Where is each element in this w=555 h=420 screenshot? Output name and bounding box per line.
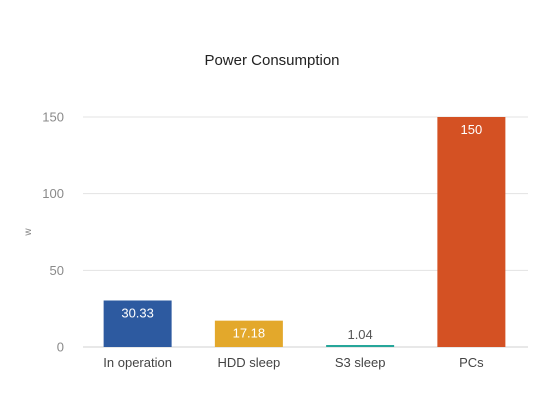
- data-label: 30.33: [121, 305, 154, 320]
- data-label: 150: [461, 122, 483, 137]
- bar-pcs: [437, 117, 506, 347]
- data-label: 1.04: [347, 327, 372, 342]
- y-axis-label: w: [23, 228, 34, 237]
- chart-title: Power Consumption: [204, 52, 339, 69]
- x-tick-label: S3 sleep: [335, 355, 386, 370]
- category-labels: In operation HDD sleep S3 sleep PCs: [103, 355, 484, 370]
- y-tick-label: 0: [57, 340, 64, 355]
- y-tick-label: 100: [42, 186, 64, 201]
- data-labels: 30.33 17.18 1.04 150: [121, 122, 482, 342]
- bar-hdd-sleep: [214, 320, 283, 347]
- y-tick-label: 150: [42, 110, 64, 125]
- bar-s3-sleep: [326, 345, 395, 347]
- bars: [103, 117, 506, 347]
- y-tick-label: 50: [50, 263, 64, 278]
- x-tick-label: PCs: [459, 355, 484, 370]
- x-tick-label: HDD sleep: [217, 355, 280, 370]
- y-axis-ticks: 0 50 100 150: [42, 110, 64, 355]
- x-tick-label: In operation: [103, 355, 172, 370]
- bar-in-operation: [103, 300, 172, 347]
- data-label: 17.18: [233, 326, 266, 341]
